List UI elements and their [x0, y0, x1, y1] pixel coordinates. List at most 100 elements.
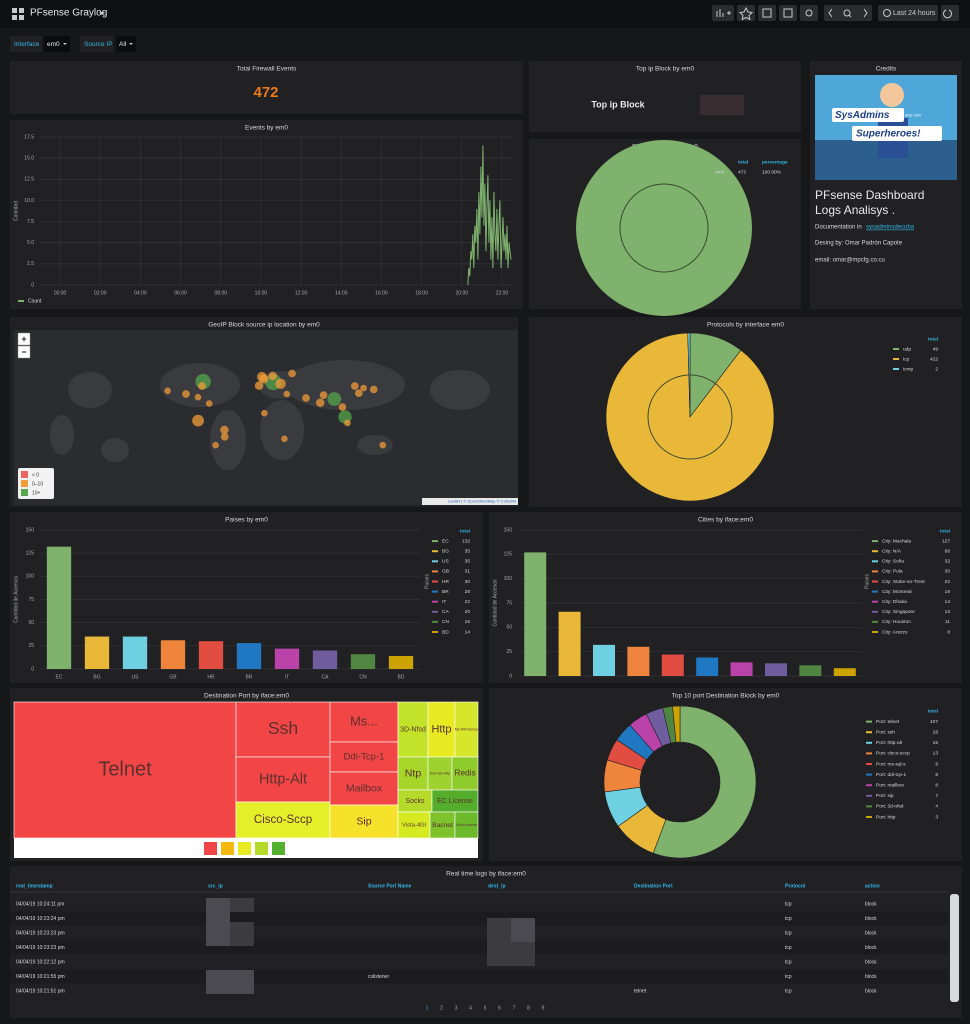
legend-name: City: Houston: [882, 619, 911, 625]
y-axis-label: Cantidad de Accesos: [13, 576, 19, 623]
page-link[interactable]: 9: [542, 1005, 545, 1011]
map-point: [327, 392, 342, 406]
legend-name: US: [442, 559, 449, 565]
legend-name: Port: sip: [876, 793, 894, 799]
map-point: [220, 425, 229, 435]
y-tick-label: 0: [31, 666, 34, 672]
page-link[interactable]: 4: [469, 1005, 472, 1011]
settings-button[interactable]: [800, 5, 818, 21]
x-tick-label: 20:00: [456, 290, 469, 296]
y-tick-label: 150: [504, 527, 513, 533]
map-legend-label: < 0: [32, 472, 39, 478]
share-button[interactable]: [758, 5, 776, 21]
page-link[interactable]: 8: [527, 1005, 530, 1011]
x-tick-label: BG: [93, 674, 100, 680]
x-tick-label: 14:00: [335, 290, 348, 296]
y-tick-label: 75: [28, 597, 34, 603]
credits-link[interactable]: sysadminsdecuba: [866, 225, 915, 231]
page-link[interactable]: 3: [455, 1005, 458, 1011]
legend-name: udp: [903, 346, 911, 352]
table-cell: 04/04/19 10:22:12 pm: [16, 959, 65, 965]
table-cell: 04/04/19 10:23:23 pm: [16, 945, 65, 951]
scrollbar: [950, 894, 959, 1002]
banner-plate: [852, 126, 942, 141]
legend-header: total: [928, 336, 938, 342]
treemap-cell: [427, 756, 453, 791]
treemap-cell: [235, 701, 331, 758]
panel-title: Credits: [876, 66, 897, 73]
page-link[interactable]: 2: [440, 1005, 443, 1011]
zoom-button[interactable]: [17, 345, 31, 359]
treemap-cell: [329, 701, 399, 743]
bar: [592, 644, 616, 676]
legend-name: Port: 3d-nfsd: [876, 804, 904, 810]
map-point: [288, 369, 296, 378]
panel-title: Protocols by interface em0: [707, 322, 784, 329]
bar: [799, 665, 822, 676]
map-point: [338, 403, 347, 411]
legend-name: City: Singapore: [882, 609, 915, 615]
column-header: src_ip: [208, 883, 223, 889]
legend-name: EC: [442, 538, 449, 544]
panel-title: Cities by iface:em0: [698, 517, 753, 524]
continent: [285, 360, 405, 410]
page-link[interactable]: 7: [513, 1005, 516, 1011]
legend-name: icmp: [903, 366, 913, 372]
treemap-cell: [427, 701, 456, 758]
legend-swatch: [21, 489, 28, 496]
y-tick-label: 17.5: [24, 134, 34, 140]
bar: [388, 656, 414, 669]
legend-value: 22: [945, 579, 951, 585]
pie-slice: [672, 705, 681, 743]
filter-select[interactable]: [116, 36, 136, 52]
time-nav[interactable]: [824, 5, 872, 21]
filter-value: em0: [47, 41, 60, 48]
threshold-swatch: [204, 842, 217, 855]
save-button[interactable]: [779, 5, 797, 21]
map-point: [192, 414, 204, 427]
y-tick-label: 25: [506, 649, 512, 655]
zoom-button[interactable]: [17, 332, 31, 346]
table-cell: 04/04/19 10:21:51 pm: [16, 988, 65, 994]
page-link[interactable]: 1: [426, 1005, 429, 1011]
attribution-bg: [422, 498, 518, 505]
map-point: [283, 390, 291, 398]
y-tick-label: 125: [26, 550, 35, 556]
legend-name: HR: [442, 579, 449, 585]
treemap-cell: [397, 701, 429, 758]
filter-caret: [129, 43, 133, 45]
x-tick-label: CN: [359, 674, 367, 680]
y-tick-label: 125: [504, 552, 513, 558]
continent: [430, 370, 490, 410]
filter-select[interactable]: [44, 36, 70, 52]
table-cell: block: [865, 988, 877, 994]
page-link[interactable]: 6: [498, 1005, 501, 1011]
table-row: [10, 911, 948, 926]
legend-value: 8: [935, 772, 938, 778]
legend-name: tcp: [903, 356, 910, 362]
column-header: Destination Port: [634, 883, 673, 889]
y-tick-label: 2.5: [27, 261, 34, 267]
map-point: [281, 435, 288, 443]
bar: [46, 546, 72, 669]
legend-value: 132: [462, 538, 470, 544]
panel-title: Destination Port by iface:em0: [204, 693, 289, 700]
bar: [312, 650, 338, 669]
panel-title: Top 10 port Destination Block by em0: [672, 693, 780, 700]
table-cell: cslistener: [368, 974, 389, 980]
map-point: [257, 371, 267, 382]
blurred-ip: [230, 922, 254, 946]
table-cell: tcp: [785, 916, 792, 922]
y-tick-label: 0: [31, 282, 34, 288]
time-picker[interactable]: [878, 5, 938, 21]
app-icon[interactable]: [12, 8, 24, 20]
legend-value: 20: [465, 609, 471, 615]
legend-name: BG: [442, 548, 449, 554]
bar: [833, 668, 856, 676]
page-link[interactable]: 5: [484, 1005, 487, 1011]
treemap-label: Telnet: [98, 758, 152, 780]
map-point: [261, 409, 268, 417]
x-tick-label: 02:00: [94, 290, 107, 296]
treemap-label: Mailbox: [346, 782, 383, 794]
star-button[interactable]: [737, 5, 755, 21]
